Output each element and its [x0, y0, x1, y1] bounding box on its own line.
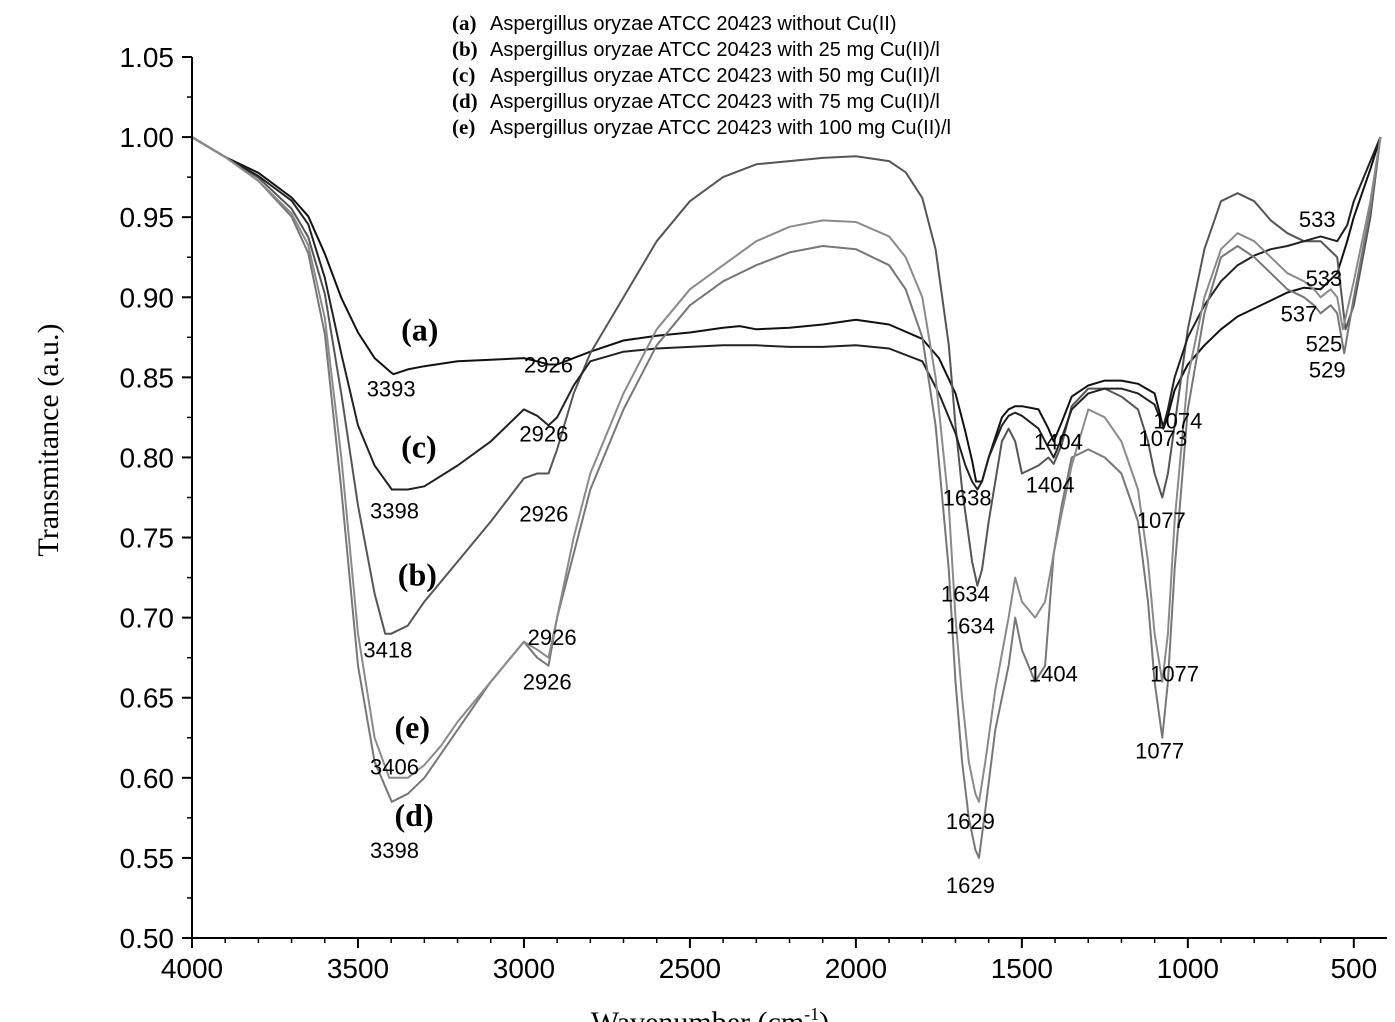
y-tick-label: 1.05 [120, 42, 175, 73]
x-tick-label: 1000 [1157, 953, 1219, 984]
peak-label: 537 [1281, 301, 1318, 326]
series-line [191, 136, 1382, 635]
x-ticks: 4000 3500 3000 2500 2000 1500 1000 500 [161, 938, 1377, 984]
y-tick-label: 0.95 [120, 202, 175, 233]
legend-text: Aspergillus oryzae ATCC 20423 with 50 mg… [490, 65, 940, 87]
peak-label: 529 [1309, 357, 1346, 382]
y-tick-label: 0.75 [120, 523, 175, 554]
y-ticks: 0.50 0.55 0.60 0.65 0.70 0.75 0.80 0.85 0.90 0.95… [120, 42, 192, 954]
x-tick-label: 500 [1330, 953, 1377, 984]
series-line [191, 136, 1382, 803]
y-tick-label: 0.85 [120, 362, 175, 393]
x-tick-label: 3000 [493, 953, 555, 984]
y-tick-label: 0.65 [120, 683, 175, 714]
legend-text: Aspergillus oryzae ATCC 20423 with 25 mg… [490, 39, 940, 61]
series-line [191, 136, 1382, 859]
legend-text: Aspergillus oryzae ATCC 20423 with 100 m… [490, 117, 951, 139]
legend-text: Aspergillus oryzae ATCC 20423 without Cu… [490, 13, 896, 35]
peak-label: 1634 [946, 614, 995, 639]
peak-label: 2926 [519, 421, 568, 446]
peak-label: 1404 [1034, 429, 1083, 454]
series-tag: (b) [398, 557, 437, 593]
legend-key: (a) [452, 11, 477, 35]
x-tick-label: 2500 [659, 953, 721, 984]
peak-label: 1073 [1138, 426, 1187, 451]
x-axis-title-close: ) [819, 1006, 829, 1022]
y-tick-label: 0.80 [120, 442, 175, 473]
peak-label: 525 [1306, 332, 1343, 357]
legend: (a) Aspergillus oryzae ATCC 20423 without… [452, 11, 951, 139]
peak-label: 1629 [946, 809, 995, 834]
legend-key: (b) [452, 37, 478, 61]
peak-label: 533 [1306, 266, 1343, 291]
series-lines [191, 136, 1382, 859]
legend-key: (e) [452, 115, 475, 139]
y-tick-label: 1.00 [120, 122, 175, 153]
legend-key: (d) [452, 89, 478, 113]
peak-label: 3398 [370, 498, 419, 523]
peak-label: 1077 [1135, 739, 1184, 764]
y-tick-label: 0.60 [120, 763, 175, 794]
peak-label: 3406 [370, 755, 419, 780]
series-tag: (d) [394, 797, 433, 833]
y-tick-label: 0.70 [120, 603, 175, 634]
peak-label: 1404 [1026, 473, 1075, 498]
x-tick-label: 3500 [327, 953, 389, 984]
y-tick-label: 0.50 [120, 923, 175, 954]
series-tag: (c) [401, 428, 437, 464]
x-axis-title-sup: -1 [804, 1004, 819, 1022]
peak-label: 3393 [367, 377, 416, 402]
series-tag: (e) [394, 709, 430, 745]
x-axis-title-main: Wavenumber (cm [591, 1006, 804, 1022]
series-line [191, 136, 1382, 491]
y-tick-label: 0.55 [120, 843, 175, 874]
peak-label: 1629 [946, 873, 995, 898]
peak-label: 1077 [1150, 662, 1199, 687]
x-tick-label: 1500 [991, 953, 1053, 984]
peak-label: 1638 [943, 486, 992, 511]
y-axis-title: Transmitance (a.u.) [32, 324, 65, 557]
peak-label: 1404 [1029, 662, 1078, 687]
y-tick-label: 0.90 [120, 282, 175, 313]
peak-annotations: 3393 3398 3418 3406 3398 2926 2926 2926 2926 2926… [363, 207, 1345, 898]
series-tag: (a) [401, 312, 438, 348]
peak-label: 2926 [519, 502, 568, 527]
series-tags: (a) (c) (b) (e) (d) [394, 312, 438, 833]
peak-label: 3398 [370, 838, 419, 863]
peak-label: 3418 [363, 638, 412, 663]
peak-label: 533 [1299, 207, 1336, 232]
peak-label: 1074 [1153, 409, 1202, 434]
legend-text: Aspergillus oryzae ATCC 20423 with 75 mg… [490, 91, 940, 113]
legend-key: (c) [452, 63, 475, 87]
x-tick-label: 2000 [825, 953, 887, 984]
peak-label: 2926 [524, 353, 573, 378]
x-tick-label: 4000 [161, 953, 223, 984]
peak-label: 2926 [523, 670, 572, 695]
x-axis-title: Wavenumber (cm-1) [591, 1004, 829, 1022]
peak-label: 2926 [528, 625, 577, 650]
series-line [191, 136, 1382, 483]
peak-label: 1077 [1137, 508, 1186, 533]
peak-label: 1634 [941, 582, 990, 607]
